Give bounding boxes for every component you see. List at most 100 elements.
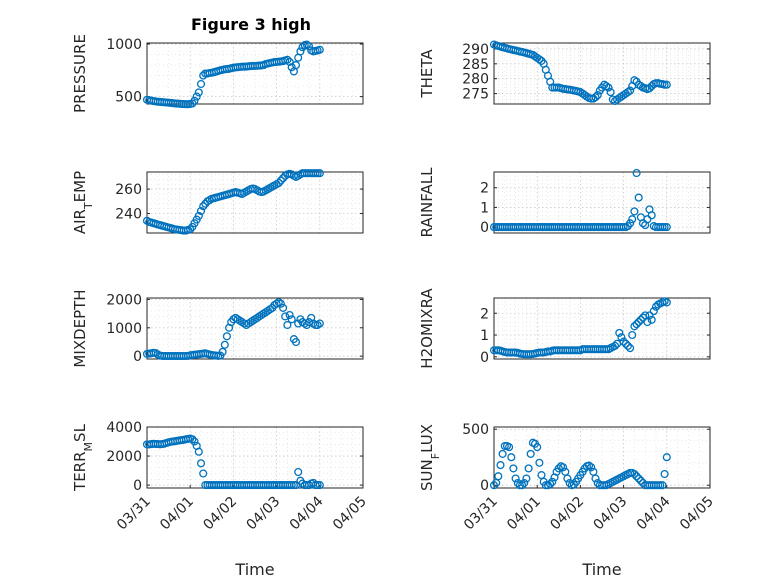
- subplot-mixdepth: 0 1000 2000 MIXDEPTH: [71, 289, 364, 368]
- y-tick-label: 260: [115, 182, 142, 198]
- x-tick-label: 04/05: [330, 494, 370, 534]
- y-axis-label-main: TERR: [71, 451, 89, 492]
- data-point: [276, 299, 285, 308]
- data-point: [535, 55, 544, 64]
- data-point: [658, 481, 667, 490]
- y-tick-label: 275: [462, 87, 489, 103]
- data-point: [190, 96, 199, 105]
- data-point: [563, 474, 572, 483]
- axes-frame: [146, 42, 364, 105]
- data-point: [274, 178, 283, 188]
- data-point: [196, 79, 206, 89]
- data-point: [291, 337, 301, 347]
- x-axis-label: Time: [581, 560, 621, 579]
- data-point: [630, 322, 639, 331]
- x-tick-label: 04/04: [634, 493, 674, 533]
- data-point: [632, 168, 641, 178]
- data-point: [584, 461, 594, 470]
- data-point: [628, 330, 637, 340]
- data-point: [626, 86, 635, 95]
- plot-area: [493, 297, 711, 360]
- data-point: [281, 312, 290, 321]
- y-tick-label: 1: [480, 328, 489, 344]
- x-tick-label: 04/03: [591, 494, 631, 534]
- y-axis-label-subscript: T: [82, 202, 95, 210]
- data-point: [649, 307, 658, 316]
- data-point: [662, 453, 671, 462]
- data-point: [645, 311, 654, 320]
- data-point: [634, 474, 643, 483]
- y-tick-label: 2: [480, 306, 489, 322]
- x-tick-label: 04/02: [547, 494, 587, 534]
- data-point: [304, 42, 314, 51]
- data-point: [632, 320, 641, 329]
- axes-frame: [493, 171, 711, 234]
- data-point: [630, 76, 639, 85]
- plot-area: [146, 171, 364, 234]
- y-tick-label: 4000: [106, 420, 142, 436]
- data-point: [606, 88, 615, 97]
- subplot-h2omixra: 0 1 2 H2OMIXRA: [418, 288, 711, 369]
- data-point: [313, 320, 322, 330]
- data-point: [287, 63, 296, 72]
- data-point: [291, 61, 301, 70]
- data-point: [283, 320, 292, 330]
- data-point: [662, 223, 671, 232]
- data-point: [279, 303, 288, 312]
- data-point: [636, 476, 645, 485]
- data-point: [647, 211, 656, 220]
- data-point: [196, 206, 206, 216]
- data-point: [554, 464, 563, 473]
- data-point: [190, 437, 199, 446]
- y-axis-label-main: SUN: [418, 459, 436, 491]
- data-point: [602, 82, 611, 91]
- x-tick-label: 04/04: [287, 493, 327, 533]
- plot-area: [146, 42, 364, 105]
- data-point: [505, 443, 514, 452]
- y-tick-label: 500: [115, 90, 142, 106]
- x-tick-label: 04/05: [677, 494, 717, 534]
- data-point: [283, 55, 292, 64]
- axes-frame: [493, 297, 711, 360]
- data-point: [626, 344, 635, 353]
- data-point: [522, 474, 531, 483]
- y-tick-label: 0: [133, 349, 142, 365]
- data-point: [662, 80, 671, 89]
- data-point: [315, 45, 324, 54]
- data-point: [218, 347, 227, 356]
- data-point: [304, 318, 314, 327]
- y-tick-label: 500: [462, 422, 489, 438]
- data-point: [662, 298, 671, 307]
- data-point: [638, 219, 648, 228]
- data-point: [524, 464, 533, 473]
- x-tick-label: 04/03: [244, 494, 284, 534]
- data-point: [660, 469, 669, 479]
- data-point: [199, 469, 208, 478]
- data-point: [518, 481, 527, 490]
- data-point: [315, 319, 324, 328]
- y-tick-label: 2000: [106, 292, 142, 308]
- data-point: [199, 202, 208, 211]
- data-point: [498, 449, 507, 458]
- plot-area: [493, 426, 711, 489]
- data-point: [194, 447, 203, 456]
- data-point: [294, 467, 303, 477]
- data-point: [220, 340, 229, 349]
- y-axis-label: SUNFLUX: [418, 424, 442, 491]
- data-point: [507, 453, 516, 462]
- data-point: [621, 339, 630, 348]
- subplot-sun-flux: 0 500 03/31 04/01 04/02 04/03 04/04 04/05 Time SU…: [418, 422, 717, 579]
- x-axis-label: Time: [234, 560, 274, 579]
- y-axis-label-rest: LUX: [418, 424, 436, 453]
- data-point: [617, 333, 626, 342]
- subplot-rainfall: 0 1 2 RAINFALL: [418, 167, 711, 237]
- data-point: [489, 481, 499, 490]
- y-axis-label: THETA: [418, 49, 436, 99]
- data-point: [285, 57, 294, 66]
- data-point: [546, 480, 555, 489]
- data-point: [186, 225, 195, 234]
- x-tick-label: 03/31: [461, 494, 501, 534]
- figure-title: Figure 3 high: [191, 15, 311, 34]
- data-point: [302, 40, 311, 49]
- subplot-terr-msl: 0 2000 4000 03/31 04/01 04/02 04/03 04/04 04/05 T…: [71, 420, 370, 579]
